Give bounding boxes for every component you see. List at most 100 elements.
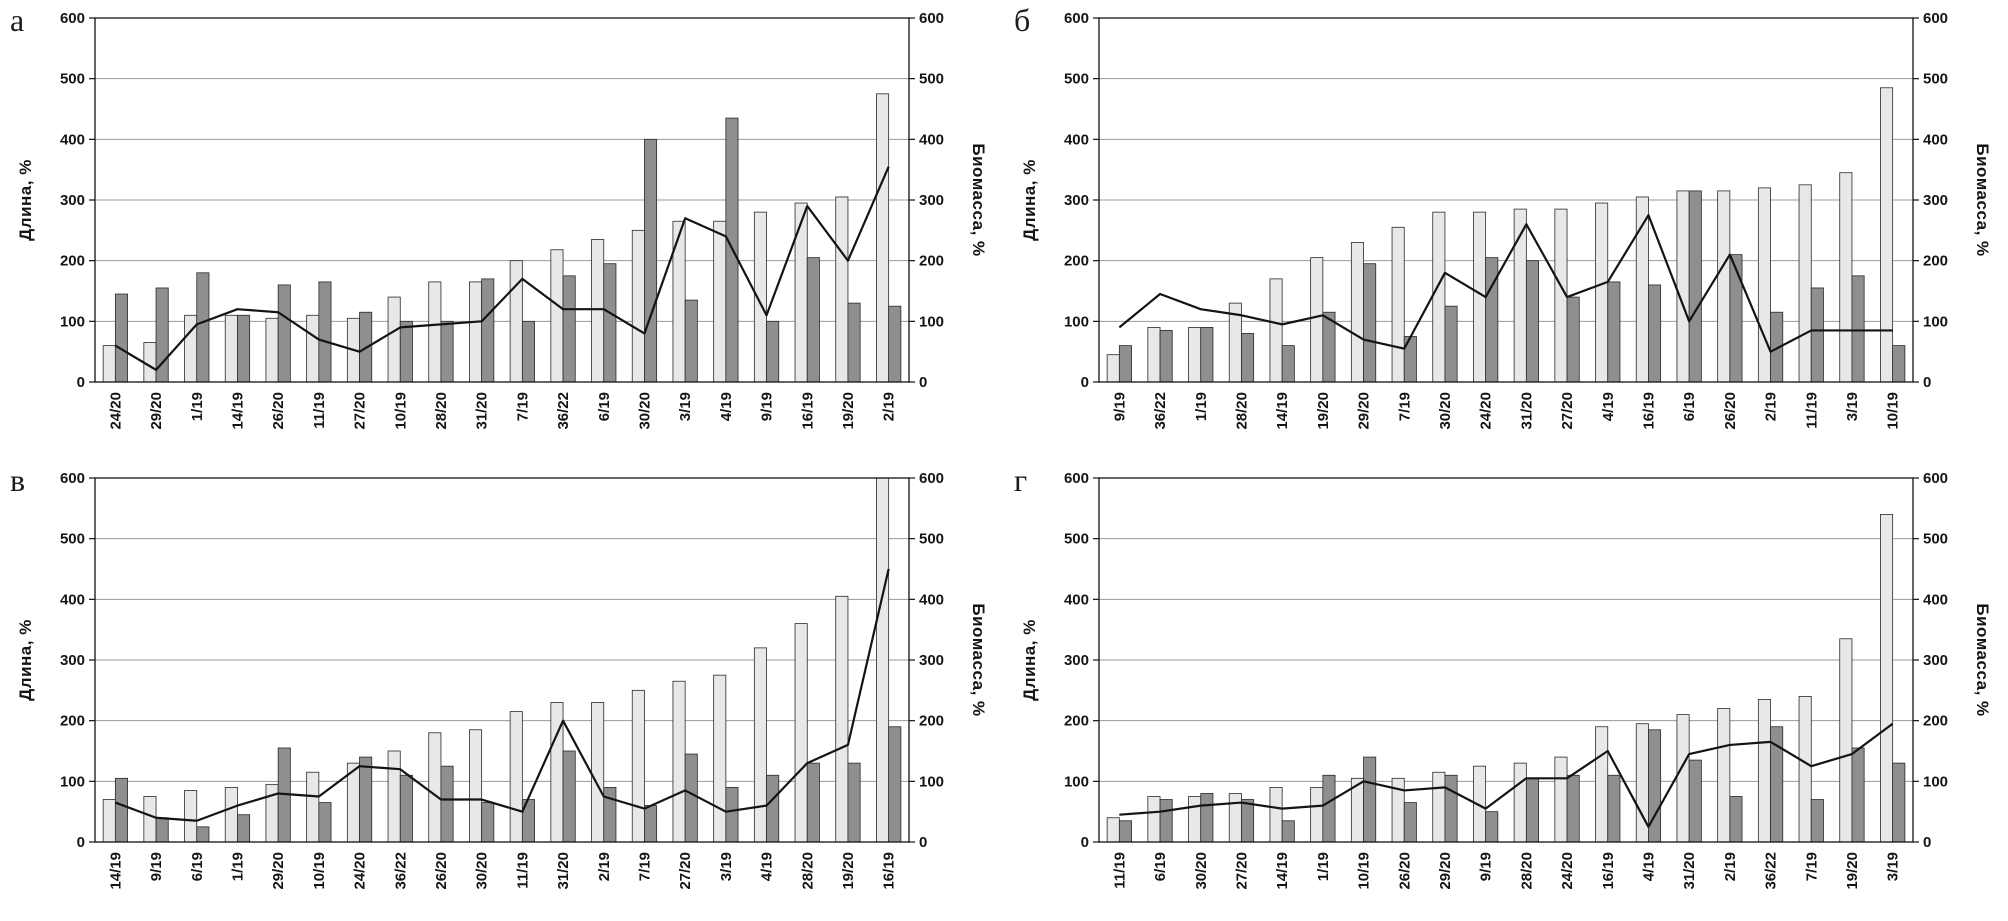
y-tick-label-left: 100: [1064, 313, 1089, 330]
x-tick-label: 19/20: [840, 392, 857, 430]
y-tick-label-right: 0: [1923, 834, 1931, 851]
x-tick-label: 31/20: [474, 392, 491, 430]
bar-light: [1554, 756, 1568, 843]
x-tick-label: 9/19: [759, 392, 776, 421]
x-tick-label: 10/19: [392, 392, 409, 430]
y-tick-label-right: 600: [1923, 470, 1948, 487]
bar-dark: [1648, 284, 1662, 383]
x-tick-label: 29/20: [1356, 392, 1373, 430]
chart-cell-b: б Длина, % Биомасса, % 0 0 100 100 200 200 300…: [1004, 0, 2008, 460]
x-tick-label: 6/19: [189, 852, 206, 881]
bar-light: [224, 314, 238, 383]
bar-light: [428, 732, 442, 843]
x-tick-label: 26/20: [433, 852, 450, 890]
y-tick-label-left: 500: [60, 531, 85, 548]
bar-dark: [1281, 820, 1295, 843]
bar-dark: [888, 305, 902, 383]
bar-dark: [1322, 774, 1336, 843]
x-tick-label: 24/20: [1559, 852, 1576, 890]
x-tick-label: 2/19: [596, 852, 613, 881]
bar-dark: [1118, 820, 1132, 843]
bar-light: [224, 786, 238, 843]
bar-light: [143, 342, 157, 383]
x-tick-label: 2/19: [1763, 392, 1780, 421]
bar-dark: [1851, 747, 1865, 843]
y-tick-label-left: 300: [1064, 652, 1089, 669]
bar-light: [306, 314, 320, 383]
y-tick-label-right: 0: [919, 834, 927, 851]
y-tick-label-left: 100: [60, 773, 85, 790]
bar-dark: [766, 774, 780, 843]
y-tick-label-left: 200: [1064, 713, 1089, 730]
bar-light: [631, 229, 645, 383]
x-tick-label: 16/19: [799, 392, 816, 430]
bar-light: [143, 796, 157, 843]
bar-light: [1310, 257, 1324, 383]
bar-light: [753, 647, 767, 843]
x-tick-label: 6/19: [1681, 392, 1698, 421]
x-tick-label: 27/20: [1559, 392, 1576, 430]
y-tick-label-right: 200: [1923, 713, 1948, 730]
bar-dark: [847, 762, 861, 843]
y-tick-label-left: 300: [60, 652, 85, 669]
bar-light: [794, 202, 808, 383]
bar-light: [835, 196, 849, 383]
bar-dark: [1444, 774, 1458, 843]
y-tick-label-left: 500: [1064, 71, 1089, 88]
y-tick-label-left: 300: [60, 192, 85, 209]
bar-dark: [1525, 260, 1539, 383]
bar-light: [1798, 184, 1812, 383]
bar-light: [1228, 793, 1242, 843]
bar-dark: [1200, 793, 1214, 843]
x-tick-label: 1/19: [1315, 852, 1332, 881]
bar-dark: [1810, 799, 1824, 843]
bar-dark: [399, 320, 413, 383]
bar-light: [102, 345, 116, 383]
chart-letter-g: г: [1014, 462, 1028, 498]
bar-light: [102, 799, 116, 843]
x-tick-label: 14/19: [1274, 392, 1291, 430]
y-tick-label-right: 500: [1923, 531, 1948, 548]
overlay-line: [114, 568, 890, 822]
x-tick-label: 14/19: [229, 392, 246, 430]
y-tick-label-right: 100: [1923, 773, 1948, 790]
bar-light: [1310, 786, 1324, 843]
bar-dark: [644, 805, 658, 843]
bar-light: [184, 790, 198, 843]
x-tick-label: 26/20: [270, 392, 287, 430]
bar-dark: [847, 302, 861, 383]
chart-letter-v: в: [10, 462, 26, 498]
x-tick-label: 29/20: [1437, 852, 1454, 890]
bar-dark: [1403, 802, 1417, 843]
x-tick-label: 3/19: [1844, 392, 1861, 421]
y-tick-label-left: 600: [1064, 470, 1089, 487]
x-tick-label: 27/20: [677, 852, 694, 890]
x-tick-label: 9/19: [1478, 852, 1495, 881]
bar-dark: [1200, 326, 1214, 383]
x-tick-label: 29/20: [270, 852, 287, 890]
chart-plot-a: 0 0 100 100 200 200 300 300 400 400 500 500 600 600 24…: [60, 10, 944, 430]
bar-dark: [277, 284, 291, 383]
bar-dark: [1241, 333, 1255, 383]
chart-letter-b: б: [1014, 2, 1031, 38]
x-tick-label: 19/20: [1315, 392, 1332, 430]
x-tick-label: 24/20: [1478, 392, 1495, 430]
y-tick-label-left: 100: [60, 313, 85, 330]
bar-dark: [1566, 296, 1580, 383]
x-tick-label: 7/19: [1803, 852, 1820, 881]
y-tick-label-left: 400: [60, 131, 85, 148]
plot-border: [94, 17, 910, 383]
bar-light: [1676, 190, 1690, 383]
y-tick-label-left: 500: [1064, 531, 1089, 548]
bar-light: [835, 595, 849, 843]
y-tick-label-right: 500: [1923, 71, 1948, 88]
y-tick-label-right: 300: [919, 652, 944, 669]
bar-dark: [1688, 190, 1702, 383]
y-tick-label-right: 500: [919, 531, 944, 548]
x-tick-label: 4/19: [1600, 392, 1617, 421]
x-tick-label: 36/22: [555, 392, 572, 430]
chart-plot-b: 0 0 100 100 200 200 300 300 400 400 500 500 600 600 9/…: [1064, 10, 1948, 430]
y-tick-label-right: 400: [919, 131, 944, 148]
bar-dark: [196, 272, 210, 383]
y-tick-label-right: 400: [1923, 591, 1948, 608]
